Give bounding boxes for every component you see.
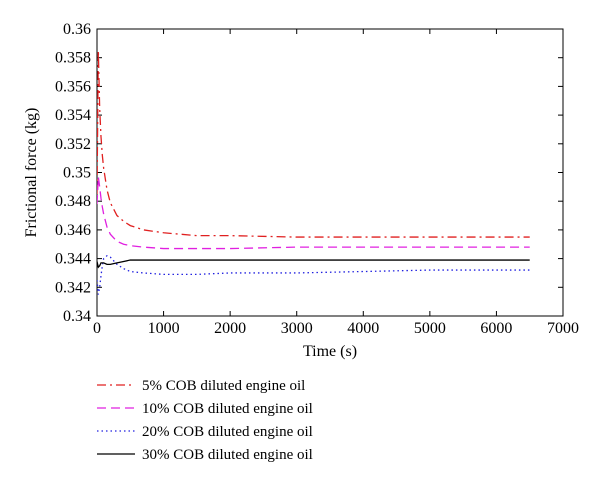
- y-tick-label: 0.356: [55, 78, 91, 95]
- x-tick-label: 3000: [281, 320, 313, 337]
- series-line-3: [97, 254, 530, 295]
- y-tick-label: 0.346: [55, 222, 91, 239]
- y-tick-label: 0.344: [55, 251, 91, 268]
- series-line-4: [97, 259, 530, 269]
- x-tick-label: 5000: [414, 320, 446, 337]
- y-tick-label: 0.36: [63, 21, 91, 38]
- series-lines: [97, 50, 530, 295]
- y-tick-label: 0.354: [55, 107, 91, 124]
- plot-area-frame: [96, 28, 564, 317]
- y-tick-label: 0.34: [63, 308, 91, 325]
- series-line-2: [97, 176, 530, 250]
- x-tick-label: 6000: [480, 320, 512, 337]
- x-tick-label: 0: [93, 320, 101, 337]
- y-tick-label: 0.342: [55, 279, 91, 296]
- x-tick-label: 7000: [547, 320, 579, 337]
- x-axis-title: Time (s): [303, 343, 357, 360]
- legend-label-3: 20% COB diluted engine oil: [142, 424, 313, 440]
- axis-ticks: [96, 28, 564, 317]
- y-tick-label: 0.35: [63, 165, 91, 182]
- y-tick-labels: 0.34 0.342 0.344 0.346 0.348 0.35 0.352 0.354 0.…: [55, 21, 91, 325]
- legend-label-1: 5% COB diluted engine oil: [142, 378, 305, 394]
- y-tick-label: 0.358: [55, 50, 91, 67]
- y-axis-title: Frictional force (kg): [23, 108, 40, 238]
- series-line-1: [97, 50, 530, 238]
- x-tick-label: 2000: [214, 320, 246, 337]
- x-tick-label: 4000: [347, 320, 379, 337]
- y-tick-label: 0.348: [55, 193, 91, 210]
- legend-label-4: 30% COB diluted engine oil: [142, 447, 313, 463]
- x-tick-label: 1000: [148, 320, 180, 337]
- legend: 5% COB diluted engine oil 10% COB diluted…: [97, 378, 313, 463]
- y-tick-label: 0.352: [55, 136, 91, 153]
- x-tick-labels: 0 1000 2000 3000 4000 5000 6000 7000: [93, 320, 579, 337]
- legend-label-2: 10% COB diluted engine oil: [142, 401, 313, 417]
